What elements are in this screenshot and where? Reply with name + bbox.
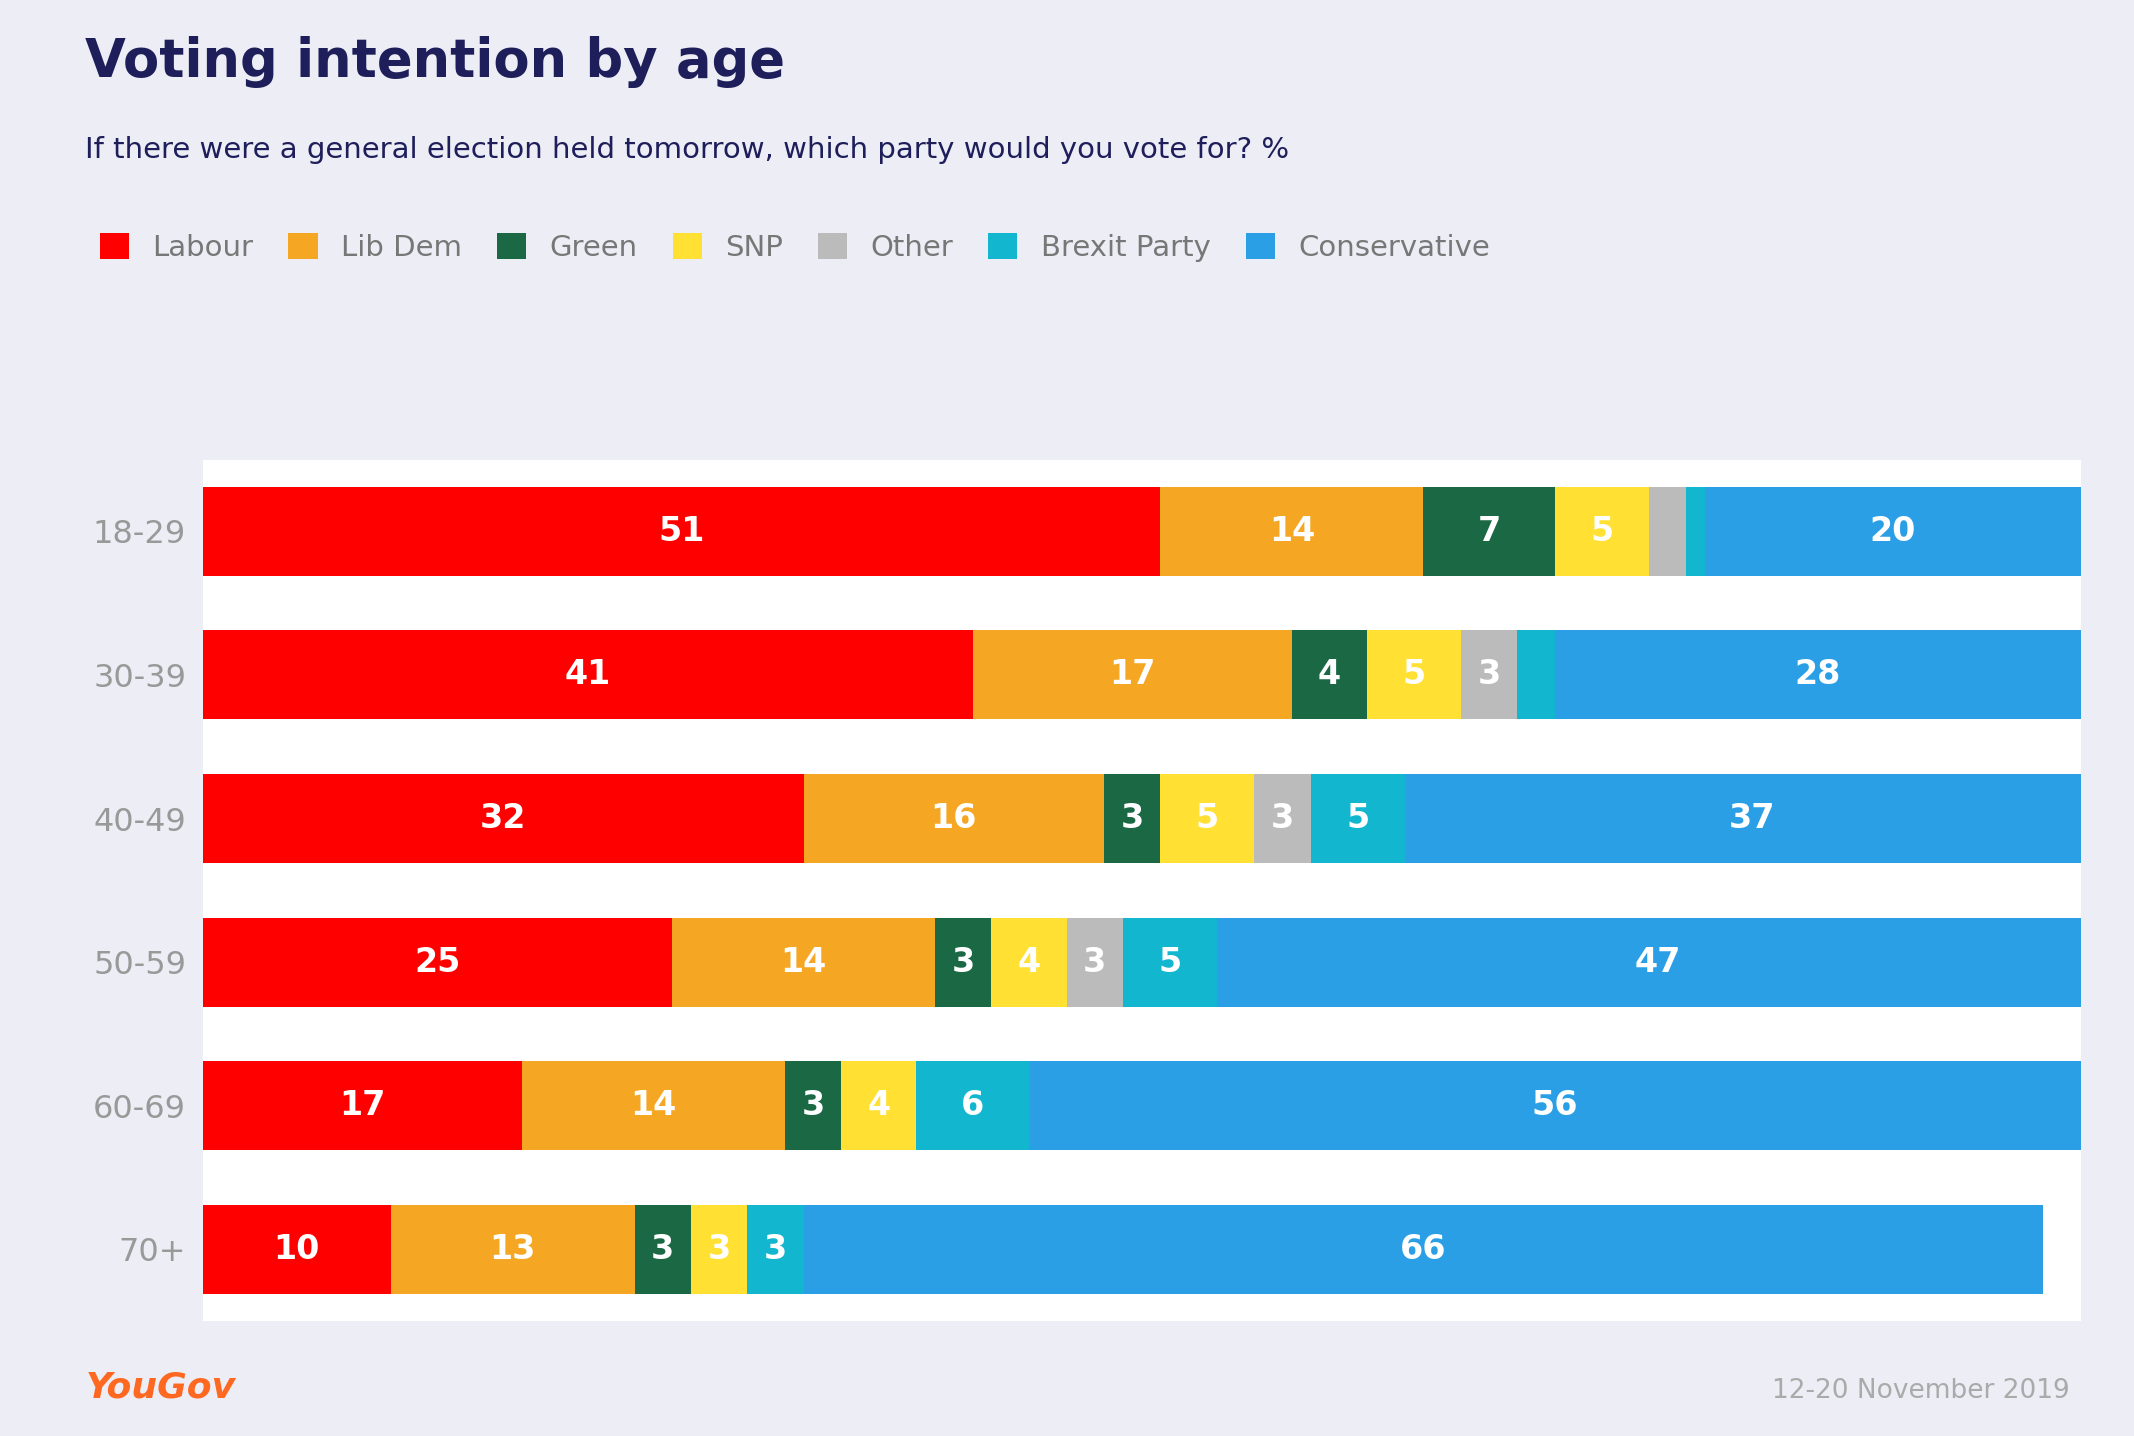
Bar — [1103, 774, 1161, 863]
Bar — [1705, 487, 2081, 576]
Bar — [1517, 630, 1556, 719]
Bar — [203, 774, 805, 863]
Text: 3: 3 — [764, 1234, 787, 1265]
Bar — [523, 1061, 785, 1150]
Text: 17: 17 — [339, 1090, 386, 1122]
Bar — [805, 774, 1103, 863]
Text: 14: 14 — [630, 1090, 676, 1122]
Bar — [1216, 918, 2100, 1007]
Bar — [747, 1205, 805, 1294]
Text: 3: 3 — [651, 1234, 674, 1265]
Bar — [203, 918, 672, 1007]
Bar — [1255, 774, 1310, 863]
Text: 66: 66 — [1400, 1234, 1447, 1265]
Bar — [634, 1205, 691, 1294]
Text: 5: 5 — [1402, 659, 1426, 691]
Bar — [785, 1061, 841, 1150]
Bar — [1650, 487, 1686, 576]
Text: If there were a general election held tomorrow, which party would you vote for? : If there were a general election held to… — [85, 136, 1289, 164]
Bar — [915, 1061, 1029, 1150]
Bar — [1161, 487, 1423, 576]
Text: 3: 3 — [1272, 803, 1293, 834]
Text: 47: 47 — [1635, 946, 1682, 978]
Bar — [935, 918, 992, 1007]
Bar — [203, 1205, 391, 1294]
Text: 3: 3 — [708, 1234, 730, 1265]
Text: 5: 5 — [1347, 803, 1370, 834]
Bar — [691, 1205, 747, 1294]
Bar — [1122, 918, 1216, 1007]
Text: 3: 3 — [1084, 946, 1105, 978]
Text: 32: 32 — [480, 803, 527, 834]
Text: 13: 13 — [489, 1234, 536, 1265]
Bar — [203, 487, 1161, 576]
Bar — [1404, 774, 2100, 863]
Bar — [391, 1205, 634, 1294]
Text: 28: 28 — [1795, 659, 1842, 691]
Text: 5: 5 — [1590, 516, 1613, 547]
Bar — [1310, 774, 1404, 863]
Text: 3: 3 — [1120, 803, 1144, 834]
Text: 3: 3 — [952, 946, 975, 978]
Bar — [973, 630, 1291, 719]
Text: 25: 25 — [414, 946, 461, 978]
Text: Voting intention by age: Voting intention by age — [85, 36, 785, 88]
Bar — [203, 1061, 523, 1150]
Text: 37: 37 — [1729, 803, 1775, 834]
Bar — [203, 630, 973, 719]
Text: 6: 6 — [960, 1090, 984, 1122]
Bar — [1556, 487, 1650, 576]
Bar — [1067, 918, 1122, 1007]
Bar — [992, 918, 1067, 1007]
Bar — [1423, 487, 1556, 576]
Bar — [1556, 630, 2081, 719]
Text: 51: 51 — [659, 516, 704, 547]
Text: 5: 5 — [1195, 803, 1219, 834]
Bar — [1368, 630, 1462, 719]
Text: 3: 3 — [802, 1090, 824, 1122]
Text: 4: 4 — [866, 1090, 890, 1122]
Text: 5: 5 — [1159, 946, 1182, 978]
Text: 14: 14 — [781, 946, 826, 978]
Bar — [1161, 774, 1255, 863]
Text: 3: 3 — [1477, 659, 1500, 691]
Text: 10: 10 — [273, 1234, 320, 1265]
Text: 14: 14 — [1270, 516, 1315, 547]
Text: 17: 17 — [1110, 659, 1154, 691]
Bar — [1462, 630, 1517, 719]
Bar — [1686, 487, 1705, 576]
Text: 20: 20 — [1869, 516, 1916, 547]
Text: 56: 56 — [1532, 1090, 1577, 1122]
Text: 7: 7 — [1477, 516, 1500, 547]
Text: YouGov: YouGov — [85, 1370, 235, 1404]
Text: 41: 41 — [566, 659, 610, 691]
Bar — [672, 918, 935, 1007]
Bar — [841, 1061, 915, 1150]
Text: 12-20 November 2019: 12-20 November 2019 — [1771, 1379, 2070, 1404]
Legend: Labour, Lib Dem, Green, SNP, Other, Brexit Party, Conservative: Labour, Lib Dem, Green, SNP, Other, Brex… — [100, 233, 1490, 263]
Bar — [1291, 630, 1368, 719]
Bar — [1029, 1061, 2081, 1150]
Text: 4: 4 — [1319, 659, 1340, 691]
Text: 16: 16 — [930, 803, 977, 834]
Bar — [805, 1205, 2042, 1294]
Text: 4: 4 — [1018, 946, 1041, 978]
